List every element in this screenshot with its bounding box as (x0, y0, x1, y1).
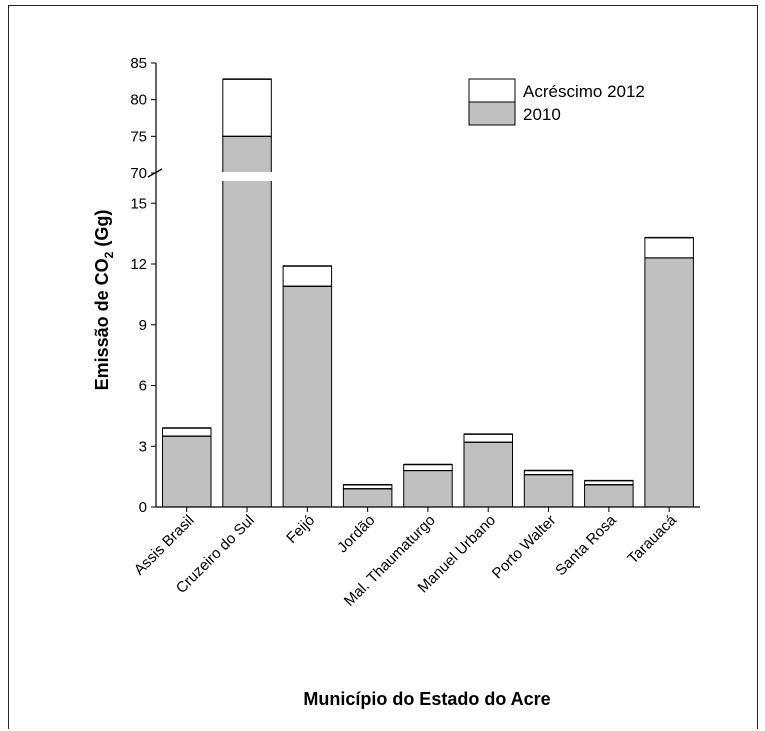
figure-frame (8, 5, 758, 729)
x-tick-label-jordao: Jordão (334, 512, 378, 556)
bar-increase-feijo (282, 265, 333, 287)
bar-increase-manuel-urbano (463, 433, 513, 443)
y-tick-label-80: 80 (130, 92, 147, 109)
x-tick-label-tarauaca: Tarauacá (624, 511, 680, 567)
legend: Acréscimo 2012 2010 (468, 78, 645, 126)
x-tick-label-santa-rosa: Santa Rosa (552, 511, 620, 579)
y-tick-label-3: 3 (139, 438, 147, 455)
bar-break-gap-cruzeiro-do-sul (220, 172, 274, 181)
x-tick-label-porto-walter: Porto Walter (489, 512, 560, 583)
bar-increase-assis-brasil (162, 427, 212, 437)
bar-increase-cruzeiro-do-sul (222, 78, 272, 137)
bar-2010-cruzeiro-do-sul-upper (222, 135, 272, 174)
y-tick-label-6: 6 (139, 378, 147, 395)
bar-2010-santa-rosa (584, 484, 634, 508)
y-axis-title: Emissão de CO2 (Gg) (92, 210, 116, 391)
bar-increase-mal-thaumaturgo (403, 463, 453, 472)
y-axis-title-unit: (Gg) (92, 210, 112, 252)
bars-group (162, 78, 694, 508)
bar-2010-porto-walter (523, 474, 574, 508)
legend-swatch-2010 (468, 101, 516, 126)
bar-2010-assis-brasil (162, 435, 212, 508)
x-axis-title: Município do Estado do Acre (303, 689, 550, 709)
x-tick-label-feijo: Feijó (283, 512, 318, 547)
y-tick-label-85: 85 (130, 55, 147, 72)
x-tick-label-assis-brasil: Assis Brasil (131, 512, 198, 579)
bar-2010-manuel-urbano (463, 441, 513, 508)
legend-label-2010: 2010 (523, 105, 561, 124)
y-tick-label-0: 0 (139, 499, 147, 516)
legend-swatch-acrescimo-2012 (468, 78, 516, 103)
bar-2010-jordao (342, 488, 393, 508)
bar-increase-tarauaca (644, 237, 694, 259)
y-tick-label-70: 70 (130, 165, 147, 182)
bar-2010-mal-thaumaturgo (403, 470, 453, 508)
bar-2010-tarauaca (644, 257, 694, 508)
y-tick-label-12: 12 (130, 256, 147, 273)
legend-label-acrescimo-2012: Acréscimo 2012 (523, 82, 645, 101)
y-tick-label-75: 75 (130, 128, 147, 145)
y-tick-label-9: 9 (139, 317, 147, 334)
bar-2010-feijo (282, 285, 333, 508)
y-tick-label-15: 15 (130, 195, 147, 212)
bar-2010-cruzeiro-do-sul-lower (222, 172, 272, 508)
y-axis-title-main: Emissão de CO (92, 258, 112, 390)
y-axis-title-subscript: 2 (102, 251, 116, 258)
